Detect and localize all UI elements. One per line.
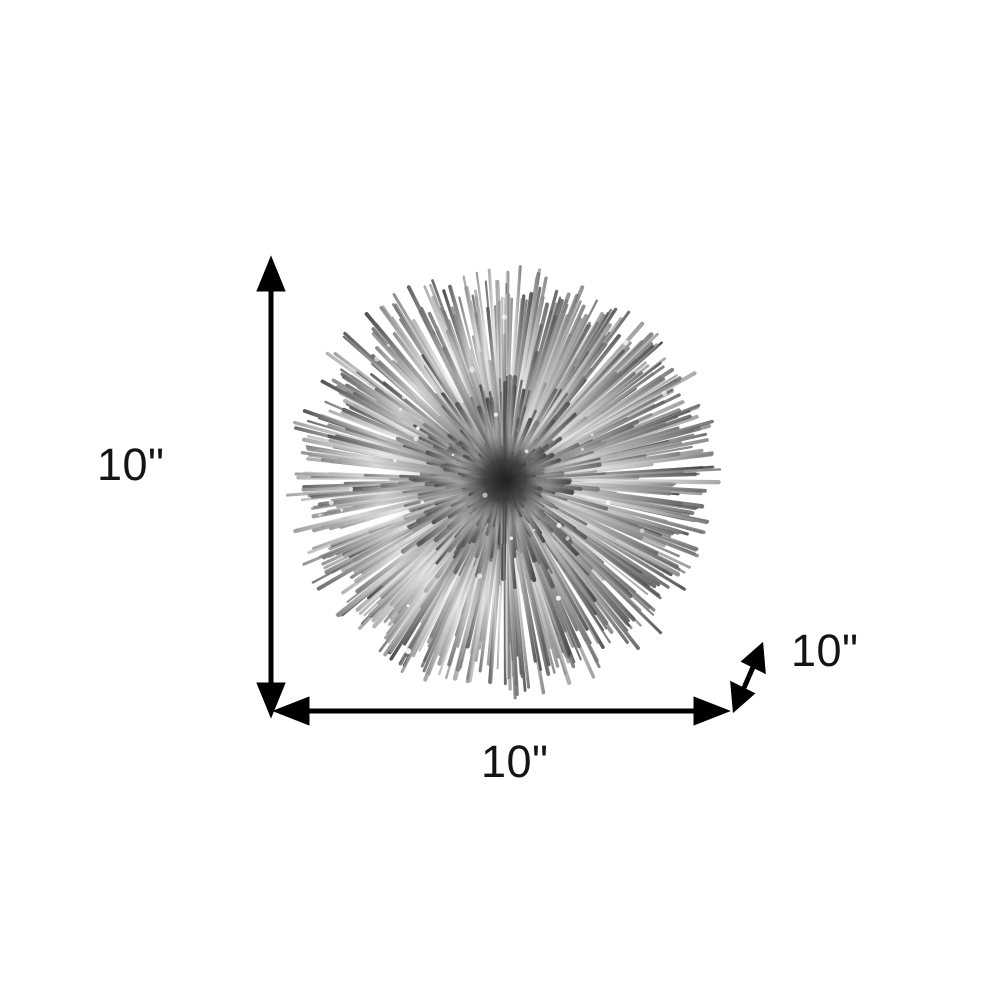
depth-dimension-label: 10" [791,625,859,676]
height-dimension-label: 10" [97,439,165,490]
height-arrow [256,255,286,719]
width-dimension-label: 10" [481,736,549,787]
depth-arrow [730,641,766,714]
width-arrow [272,696,731,726]
